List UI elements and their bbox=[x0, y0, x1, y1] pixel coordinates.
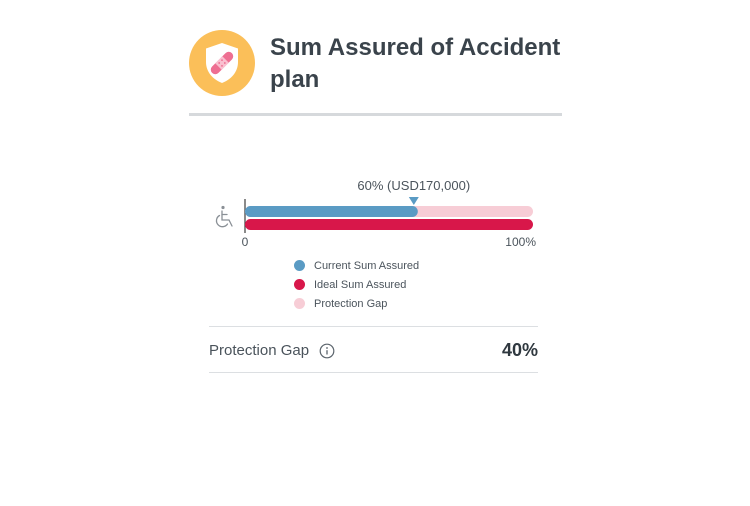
legend-item-gap: Protection Gap bbox=[294, 294, 419, 313]
protection-gap-label: Protection Gap bbox=[209, 342, 310, 359]
legend-label: Current Sum Assured bbox=[314, 259, 420, 272]
info-icon[interactable] bbox=[319, 343, 335, 359]
current-marker-triangle bbox=[408, 197, 419, 205]
bar-ideal-sum-assured bbox=[245, 219, 533, 230]
legend-swatch-ideal bbox=[294, 279, 305, 290]
legend-label: Ideal Sum Assured bbox=[314, 278, 407, 291]
page-header: Sum Assured of Accident plan bbox=[189, 30, 562, 116]
header-divider bbox=[189, 113, 562, 116]
shield-bandage-icon bbox=[206, 43, 238, 83]
accident-plan-badge bbox=[189, 30, 255, 96]
legend-label: Protection Gap bbox=[314, 297, 388, 310]
x-tick-label-start: 0 bbox=[242, 235, 249, 249]
page-title: Sum Assured of Accident plan bbox=[270, 34, 561, 93]
x-tick-label-end: 100% bbox=[505, 235, 536, 249]
legend-item-current: Current Sum Assured bbox=[294, 256, 419, 275]
chart-legend: Current Sum Assured Ideal Sum Assured Pr… bbox=[294, 256, 419, 313]
marker-label: 60% (USD170,000) bbox=[357, 178, 470, 193]
legend-item-ideal: Ideal Sum Assured bbox=[294, 275, 419, 294]
protection-gap-value: 40% bbox=[501, 340, 538, 360]
wheelchair-icon bbox=[215, 205, 233, 228]
legend-swatch-current bbox=[294, 260, 305, 271]
protection-gap-summary: Protection Gap 40% bbox=[209, 326, 538, 373]
legend-swatch-gap bbox=[294, 298, 305, 309]
bar-current-sum-assured bbox=[245, 206, 418, 217]
